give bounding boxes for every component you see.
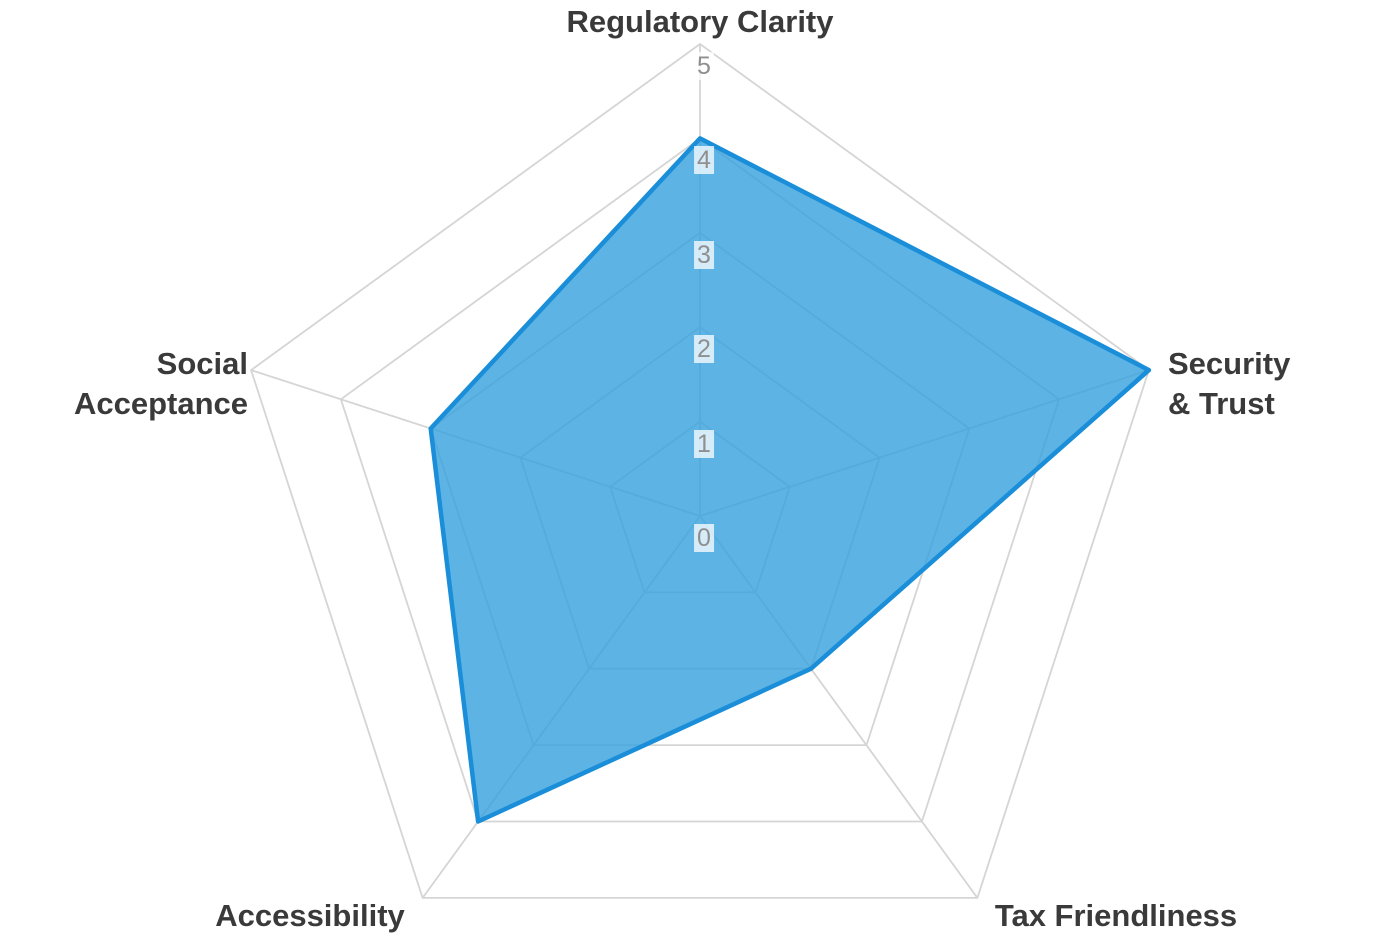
- radial-tick-2: 2: [694, 335, 714, 364]
- radial-tick-3: 3: [694, 240, 714, 269]
- radial-tick-4: 4: [694, 146, 714, 175]
- series-polygon: [428, 136, 1152, 824]
- axis-label-tax-friendliness: Tax Friendliness: [994, 898, 1238, 933]
- grid-ring-5: [250, 42, 1150, 899]
- radial-tick-5: 5: [694, 52, 714, 80]
- axis-label-accessibility: Accessibility: [215, 898, 405, 933]
- radial-tick-0: 0: [694, 524, 714, 552]
- radial-tick-1: 1: [694, 429, 714, 458]
- axis-label-regulatory-clarity: Regulatory Clarity: [566, 4, 834, 39]
- axis-label-social-acceptance: Social Acceptance: [73, 346, 248, 421]
- axis-label-security-trust: Security & Trust: [1168, 346, 1291, 421]
